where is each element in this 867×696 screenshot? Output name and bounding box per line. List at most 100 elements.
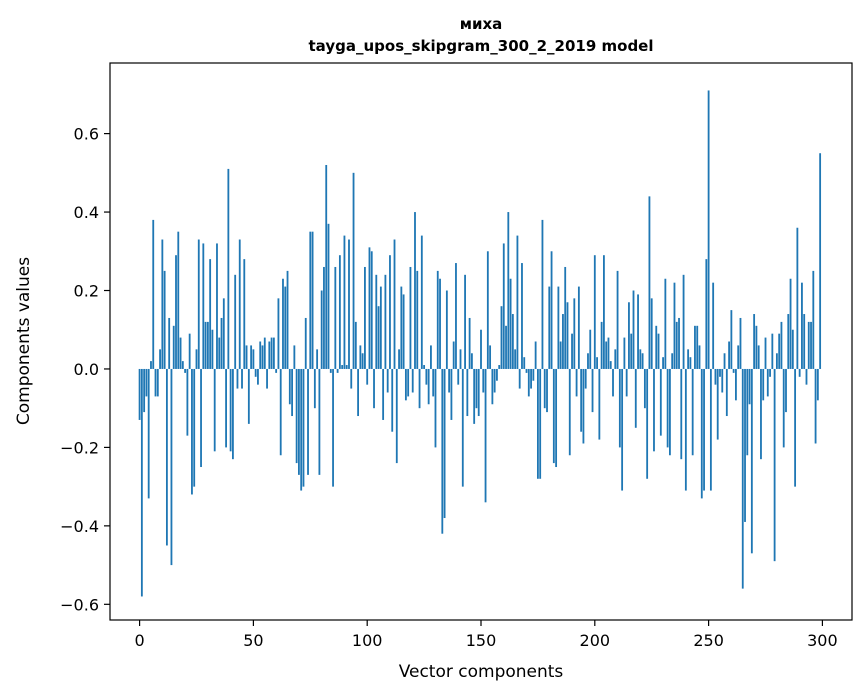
bar [143,368,146,413]
bar [568,368,571,456]
bar [637,294,639,369]
bar [172,325,175,369]
bar [798,368,801,377]
bar [705,259,708,369]
bar [755,325,758,369]
bar [272,337,275,369]
bar [516,235,519,369]
bar [548,286,551,369]
bar [432,368,435,397]
x-tick-label: 100 [352,631,383,650]
bar [443,368,446,519]
bar [489,345,492,369]
bar [159,349,161,369]
bar [500,306,503,369]
bar [400,286,403,369]
bar [268,341,271,369]
bar [263,337,266,369]
bar [266,368,268,389]
bar [468,317,471,369]
bar [373,368,375,409]
bar [760,368,762,460]
bar [750,368,753,554]
bar [687,349,690,369]
bar [236,368,239,389]
x-axis-label: Vector components [399,662,564,682]
bar [812,270,815,369]
bar [582,368,585,444]
bar [147,368,150,499]
bar [525,368,528,373]
bar [482,368,485,393]
bar [575,368,578,397]
bar [395,368,398,464]
bar [600,321,603,369]
bar [154,368,157,397]
bar [807,321,810,369]
bar [816,368,819,401]
bar [156,368,159,397]
bar [354,321,357,369]
bar [607,337,610,369]
bar [436,270,439,369]
bar [377,306,380,369]
bar [366,368,369,385]
bar [197,239,200,369]
bar [181,361,184,369]
bar [348,239,350,369]
bar [562,314,564,369]
bar [470,353,473,369]
bar [286,270,289,369]
bar [757,345,760,369]
bar [350,368,353,389]
bar [309,231,312,369]
bar [445,290,448,369]
bar [593,255,596,369]
bar [250,345,253,369]
bar [357,368,359,417]
bar [318,368,321,475]
bar [518,368,521,389]
bar [744,368,746,522]
bar [464,274,466,369]
bar [805,368,808,385]
bar [216,243,218,369]
bar [316,349,319,369]
bar [234,274,237,369]
bar [161,239,164,369]
bar [741,368,744,589]
x-tick-label: 50 [243,631,263,650]
y-tick-label: 0.2 [74,282,99,301]
bar [653,368,655,452]
bar [814,368,817,444]
bar [382,368,385,420]
bar [700,368,703,499]
bar [671,353,674,369]
bar [625,368,628,397]
bar [282,278,284,369]
bar [623,337,626,369]
bar [229,368,232,452]
bar [338,255,341,369]
y-axis-ticks: −0.6 −0.4 −0.2 0.0 0.2 0.4 0.6 [60,125,110,614]
bar [288,368,291,405]
bar [618,368,621,448]
bar [311,231,314,369]
bar [753,314,756,369]
bar [559,341,562,369]
bar [603,255,605,369]
bar [628,302,630,369]
bar [300,368,303,491]
bar [332,368,334,487]
bar [580,368,583,432]
bar [168,317,171,369]
bar [441,368,444,534]
bar [505,325,507,369]
bar [165,368,168,546]
bar [773,368,776,562]
bar [245,345,248,369]
bar [473,368,476,424]
bar [748,368,751,405]
bar [803,314,806,369]
